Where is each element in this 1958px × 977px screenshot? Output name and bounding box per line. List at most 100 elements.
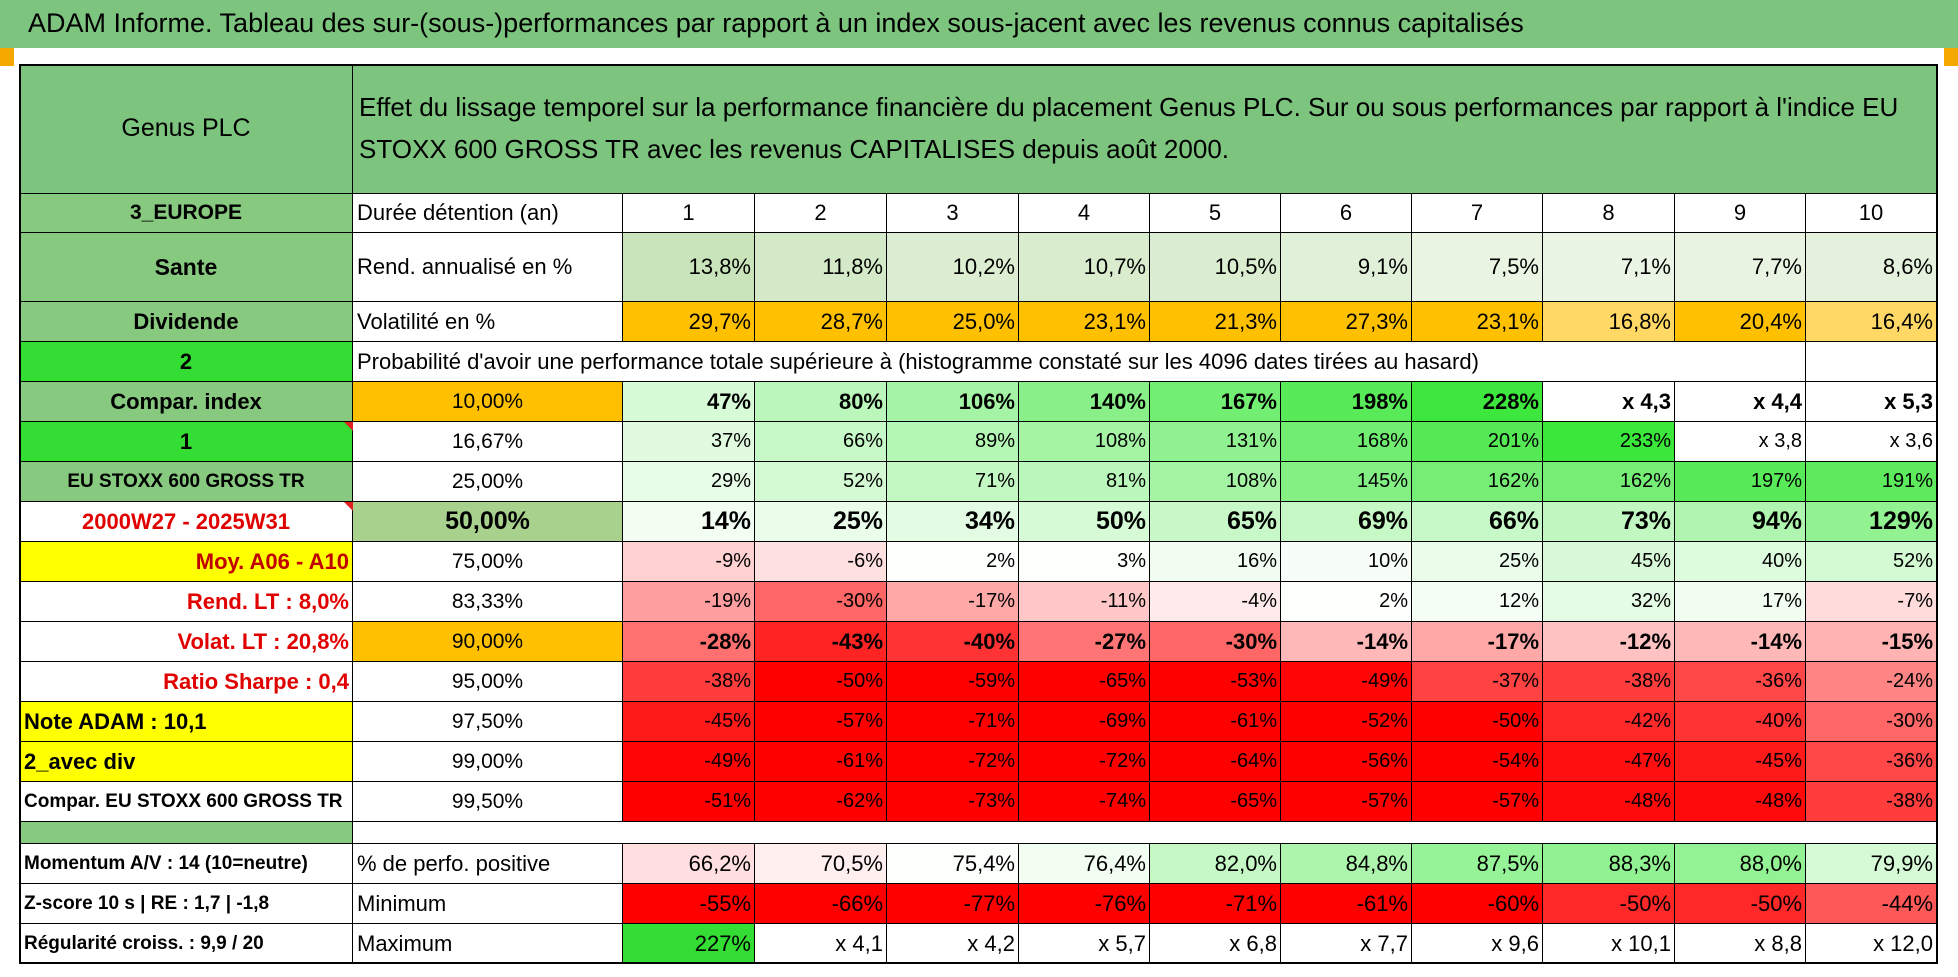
probability-value: -50% [755,662,887,702]
probability-value: 167% [1150,382,1281,422]
probability-value: 69% [1281,502,1412,542]
dividend-label: Dividende [20,302,353,342]
probability-value: -62% [755,782,887,822]
probability-value: -36% [1806,742,1937,782]
probability-value: 50% [1019,502,1150,542]
spacer-right [353,822,1937,844]
probability-value: 12% [1412,582,1543,622]
probability-value: -49% [623,742,755,782]
stat-value: x 12,0 [1806,924,1937,964]
quantile-90,00%: 90,00% [353,622,623,662]
stat-value: x 9,6 [1412,924,1543,964]
stat-value: 75,4% [887,844,1019,884]
stat-value: 88,0% [1675,844,1806,884]
probability-value: 162% [1543,462,1675,502]
probability-value: 162% [1412,462,1543,502]
volat-value: 28,7% [755,302,887,342]
probability-value: 16% [1150,542,1281,582]
probability-value: 201% [1412,422,1543,462]
stat-value: x 4,1 [755,924,887,964]
probability-value: -15% [1806,622,1937,662]
probability-value: 47% [623,382,755,422]
index-name-label: EU STOXX 600 GROSS TR [20,462,353,502]
probability-value: -47% [1543,742,1675,782]
duration-7: 7 [1412,194,1543,233]
duration-4: 4 [1019,194,1150,233]
comment-marker-code-2 [344,422,353,431]
quantile-10,00%: 10,00% [353,382,623,422]
probability-value: -57% [1281,782,1412,822]
stat-value: 66,2% [623,844,755,884]
volat-value: 25,0% [887,302,1019,342]
rend-value: 10,7% [1019,233,1150,302]
probability-value: 17% [1675,582,1806,622]
code-2-cell: 2 [20,342,353,382]
probability-value: 2% [887,542,1019,582]
report-title: ADAM Informe. Tableau des sur-(sous-)per… [28,8,1524,38]
probability-value: -49% [1281,662,1412,702]
compar-label: Compar. EU STOXX 600 GROSS TR [20,782,353,822]
spacer-left [20,822,353,844]
volat-value: 27,3% [1281,302,1412,342]
probability-value: -37% [1412,662,1543,702]
rend-value: 9,1% [1281,233,1412,302]
probability-value: 71% [887,462,1019,502]
probability-value: -14% [1281,622,1412,662]
probability-value: -7% [1806,582,1937,622]
probability-value: -17% [887,582,1019,622]
sharpe-label: Ratio Sharpe : 0,4 [20,662,353,702]
probability-value: -12% [1543,622,1675,662]
rend-value: 13,8% [623,233,755,302]
stat-value: -66% [755,884,887,924]
probability-value: 89% [887,422,1019,462]
stat-value: 70,5% [755,844,887,884]
probability-value: -61% [1150,702,1281,742]
volat-value: 21,3% [1150,302,1281,342]
probability-value: -53% [1150,662,1281,702]
volat-value: 20,4% [1675,302,1806,342]
probability-value: -38% [1543,662,1675,702]
stat-label: Maximum [353,924,623,964]
stat-value: -61% [1281,884,1412,924]
probability-value: 131% [1150,422,1281,462]
probability-value: 140% [1019,382,1150,422]
probability-value: 73% [1543,502,1675,542]
probability-value: 52% [1806,542,1937,582]
company-name: Genus PLC [20,64,353,194]
probability-value: -48% [1543,782,1675,822]
period-label: 2000W27 - 2025W31 [20,502,353,542]
region-label: 3_EUROPE [20,194,353,233]
rend-lt-label: Rend. LT : 8,0% [20,582,353,622]
probability-value: -73% [887,782,1019,822]
probability-value: 32% [1543,582,1675,622]
rend-value: 8,6% [1806,233,1937,302]
volat-lt-label: Volat. LT : 20,8% [20,622,353,662]
stat-value: -76% [1019,884,1150,924]
rend-label: Rend. annualisé en % [353,233,623,302]
probability-value: -57% [755,702,887,742]
probability-value: 191% [1806,462,1937,502]
probability-value: 52% [755,462,887,502]
orange-marker-right [1944,48,1958,66]
probability-value: 25% [1412,542,1543,582]
probability-value: x 3,8 [1675,422,1806,462]
probability-value: x 4,3 [1543,382,1675,422]
probability-value: 66% [755,422,887,462]
duration-5: 5 [1150,194,1281,233]
duration-8: 8 [1543,194,1675,233]
rend-value: 10,5% [1150,233,1281,302]
probability-value: 34% [887,502,1019,542]
duration-1: 1 [623,194,755,233]
description-text: Effet du lissage temporel sur la perform… [353,64,1937,194]
duration-label: Durée détention (an) [353,194,623,233]
probability-value: -61% [755,742,887,782]
probability-value: -71% [887,702,1019,742]
probability-title: Probabilité d'avoir une performance tota… [353,342,1806,382]
comment-marker-code-1 [344,502,353,511]
probability-value: -40% [1675,702,1806,742]
probability-value: -6% [755,542,887,582]
probability-value: -9% [623,542,755,582]
probability-value: 80% [755,382,887,422]
zscore-label: Z-score 10 s | RE : 1,7 | -1,8 [20,884,353,924]
